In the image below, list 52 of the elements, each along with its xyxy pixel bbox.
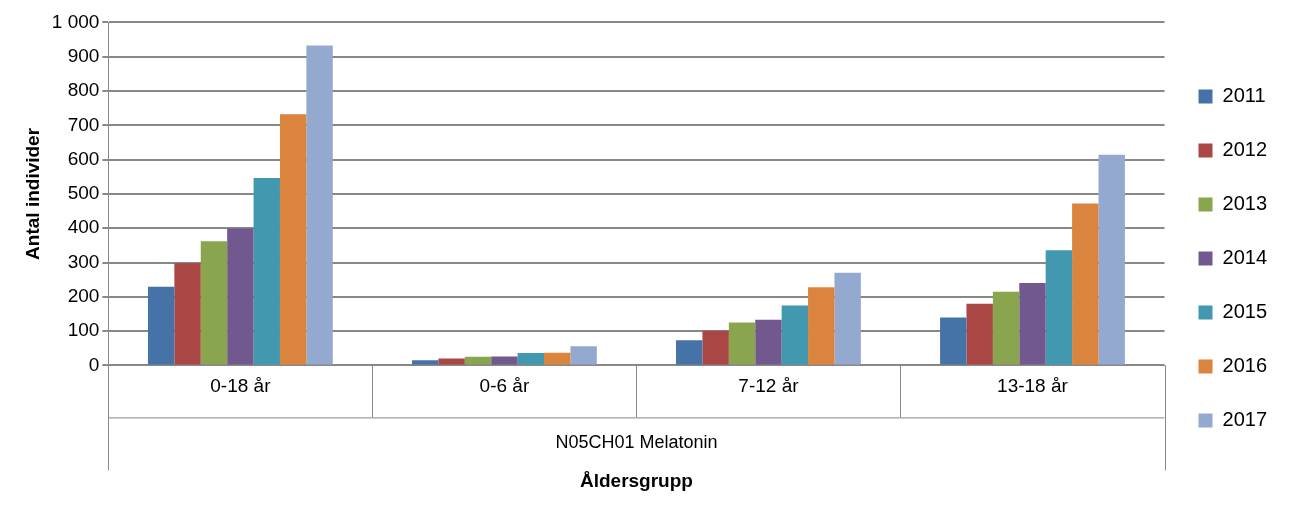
bar <box>174 263 201 365</box>
legend-label: 2017 <box>1222 408 1268 431</box>
y-tick-label: 400 <box>67 216 100 238</box>
bar <box>966 303 993 365</box>
bar <box>200 241 228 365</box>
bar <box>992 291 1020 365</box>
y-tick-label: 700 <box>67 113 100 135</box>
bar <box>1072 203 1099 365</box>
x-tick-label: 0-18 år <box>210 375 272 397</box>
bar <box>781 305 809 365</box>
y-tick-label: 300 <box>67 250 100 272</box>
legend-label: 2014 <box>1222 246 1268 269</box>
bar <box>491 356 518 365</box>
x-tick-label: 13-18 år <box>997 375 1069 397</box>
bar <box>702 330 729 365</box>
bar <box>755 319 782 365</box>
bar <box>227 228 254 365</box>
bar <box>279 114 307 365</box>
bar <box>808 287 835 365</box>
legend-label: 2013 <box>1222 192 1268 215</box>
y-tick-label: 200 <box>67 285 100 307</box>
bar <box>1045 250 1073 365</box>
x-tick-label: 0-6 år <box>479 375 530 397</box>
legend-label: 2016 <box>1222 354 1268 377</box>
bar <box>834 272 861 365</box>
y-tick-label: 500 <box>67 182 100 204</box>
legend-label: 2015 <box>1222 300 1268 323</box>
x-tick-label: 7-12 år <box>738 375 800 397</box>
y-tick-label: 800 <box>67 79 100 101</box>
text: N05CH01 Melatonin <box>555 432 718 453</box>
y-axis-title: Antal individer <box>21 127 43 260</box>
bar <box>253 178 280 365</box>
y-tick-label: 0 <box>88 353 100 375</box>
bar <box>411 360 439 365</box>
x-axis-title: Åldersgrupp <box>579 469 693 491</box>
y-tick-label: 100 <box>67 319 100 341</box>
y-tick-label: 600 <box>67 147 100 169</box>
bar <box>940 317 967 365</box>
y-tick-label: 900 <box>67 44 100 66</box>
bar <box>1098 154 1125 365</box>
bar <box>676 340 703 365</box>
legend-label: 2011 <box>1222 84 1266 107</box>
bar <box>728 322 756 365</box>
bar <box>306 45 333 365</box>
bar <box>544 352 571 365</box>
legend-label: 2012 <box>1222 138 1268 161</box>
bar <box>147 286 175 365</box>
bar <box>517 353 545 365</box>
bar <box>464 356 492 365</box>
bar <box>1019 283 1046 365</box>
bar <box>570 346 597 365</box>
y-tick-label: 1 000 <box>51 10 100 32</box>
